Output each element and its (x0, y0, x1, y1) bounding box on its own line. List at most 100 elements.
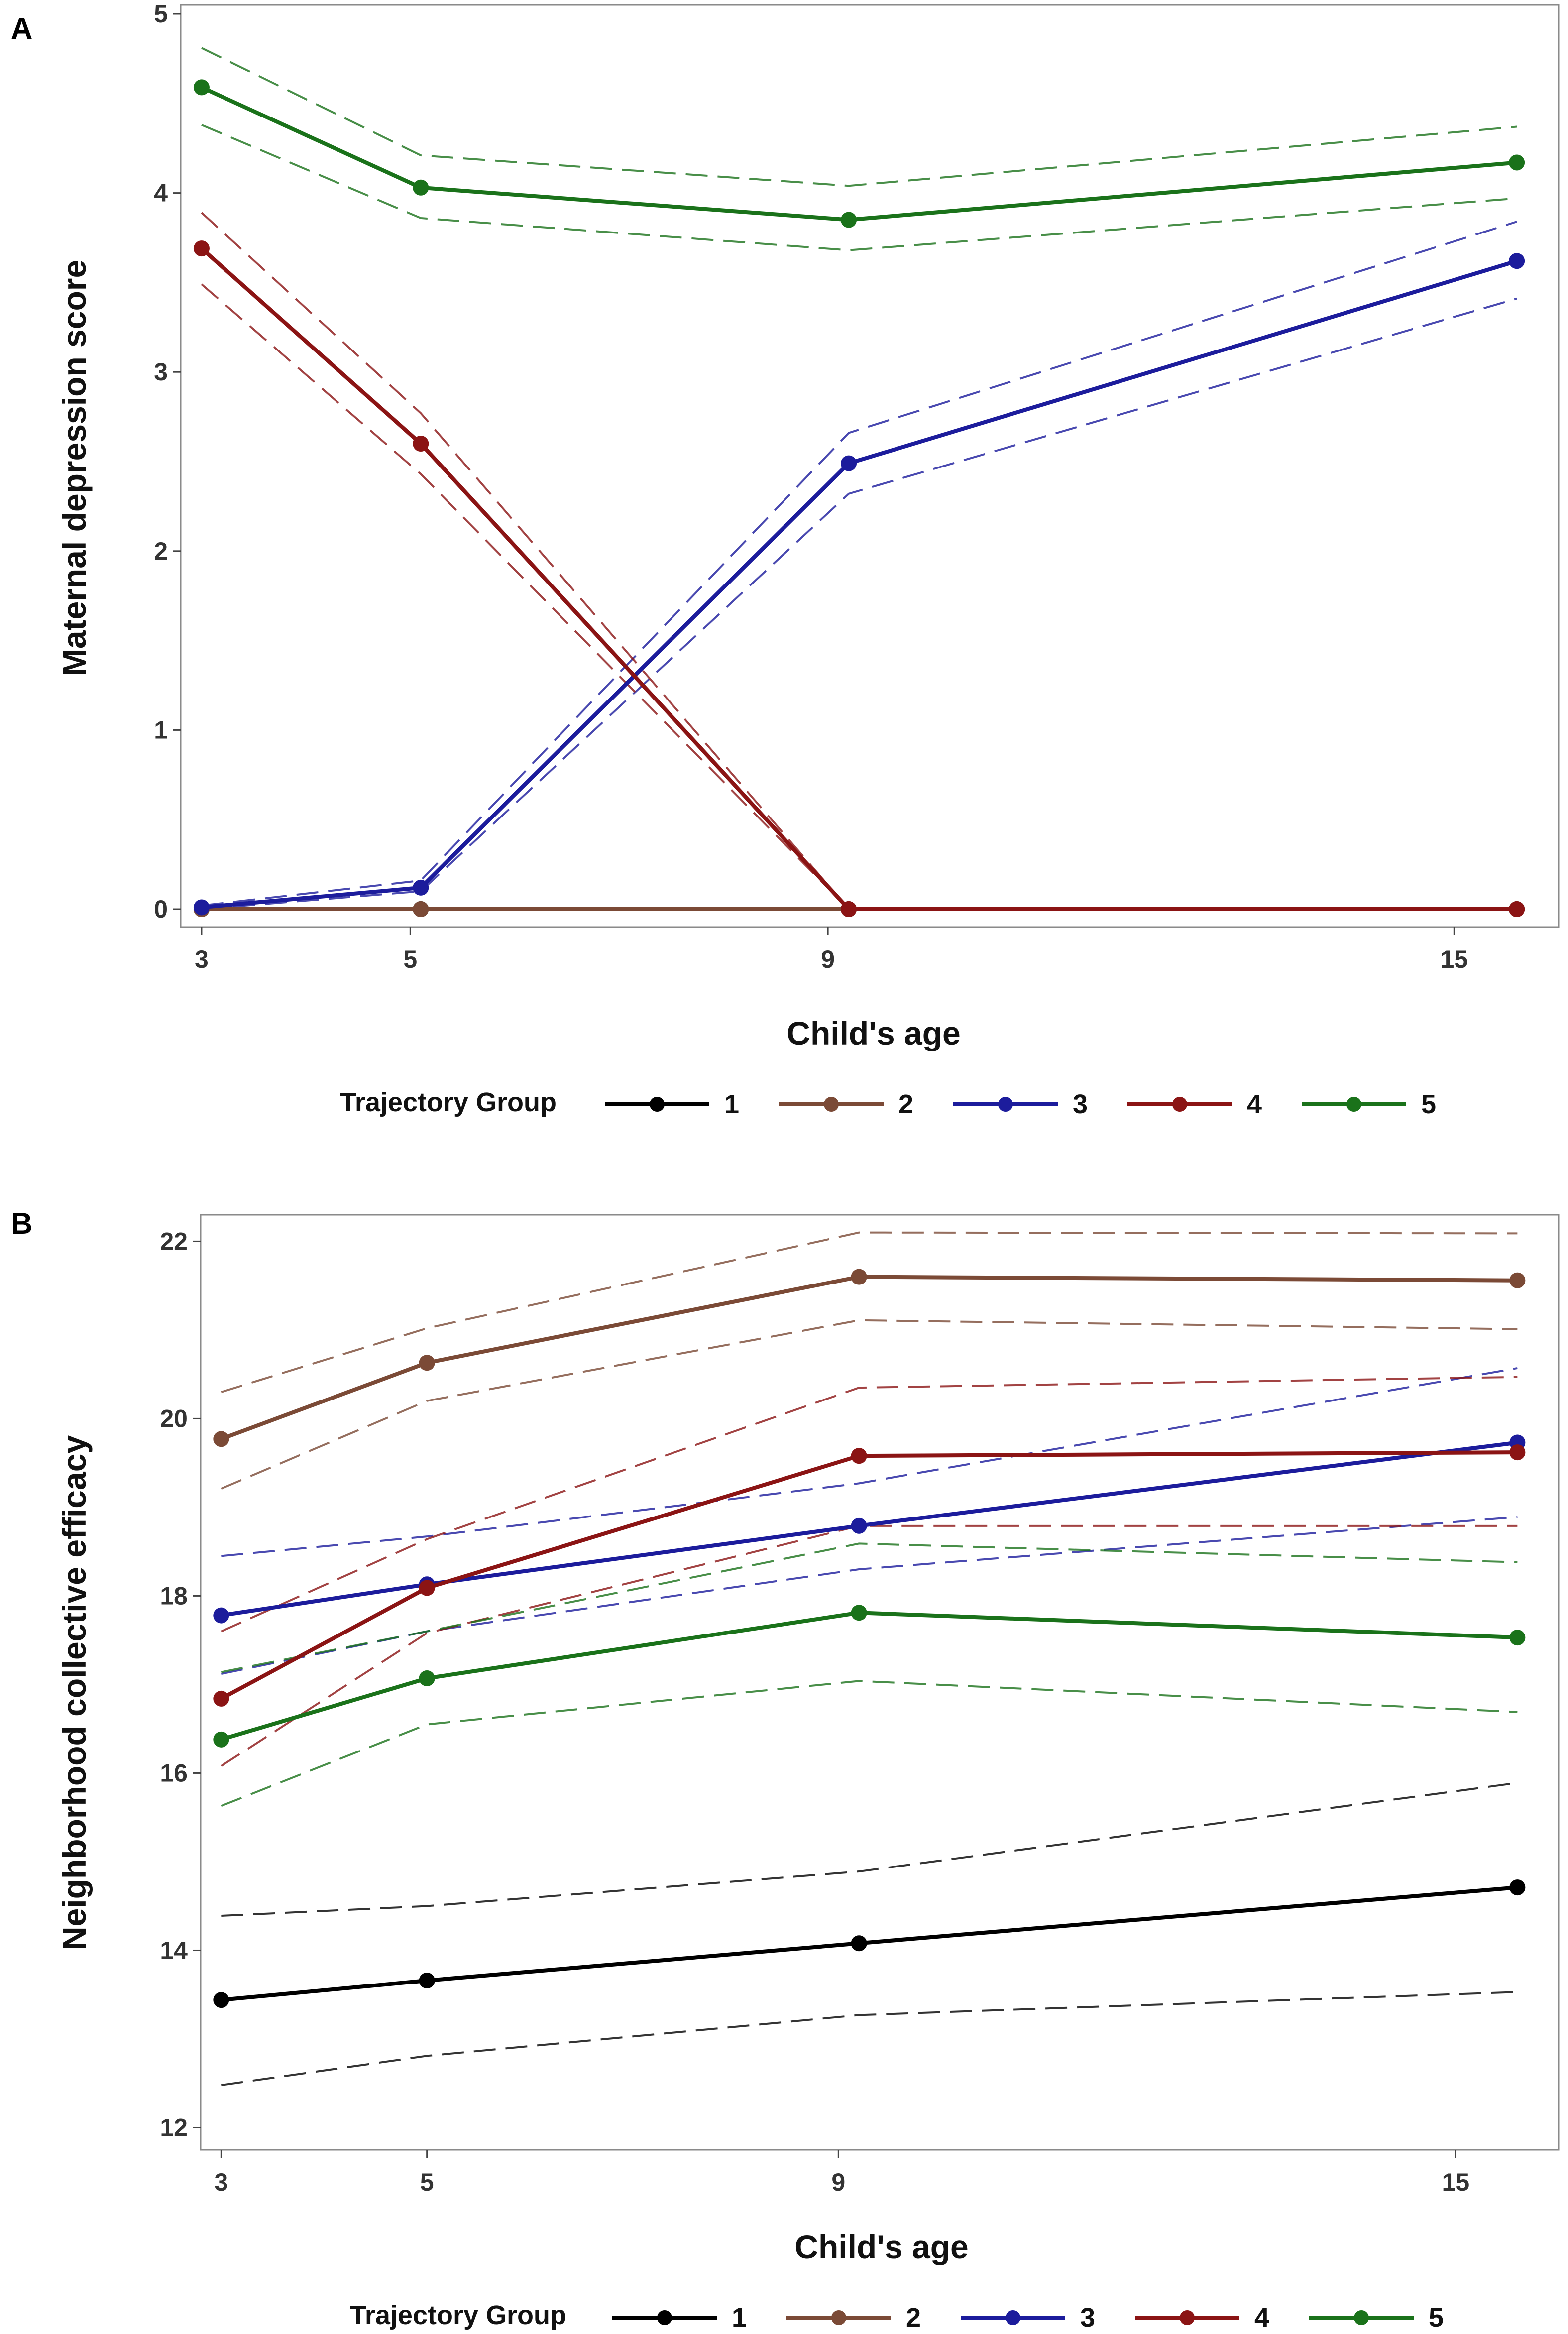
ci-upper-group-4 (221, 1376, 1518, 1633)
y-tick-label: 0 (154, 895, 168, 923)
legend-label: 3 (1080, 2303, 1095, 2333)
ci-lower-group-1 (221, 1991, 1518, 2087)
panel-a-x-axis-title: Child's age (786, 1015, 960, 1051)
data-point-group-3 (213, 1607, 229, 1624)
x-tick-label: 15 (1440, 945, 1468, 973)
panel-a-series (193, 79, 1525, 918)
data-point-group-3 (413, 879, 429, 896)
data-point-group-5 (841, 212, 857, 228)
ci-upper-group-5 (201, 47, 1517, 187)
panel-a-legend-title: Trajectory Group (340, 1087, 557, 1117)
data-point-group-3 (841, 455, 857, 471)
legend-swatch-marker (1354, 2310, 1369, 2325)
data-point-group-4 (1509, 1444, 1526, 1461)
data-point-group-2 (213, 1431, 229, 1447)
legend-label: 4 (1247, 1089, 1262, 1119)
ci-upper-group-5 (221, 1542, 1518, 1673)
data-point-group-1 (851, 1935, 867, 1952)
data-point-group-5 (851, 1605, 867, 1621)
panel-b-plot-frame (200, 1214, 1560, 2151)
legend-swatch-marker (998, 1097, 1013, 1112)
data-point-group-4 (1509, 901, 1525, 918)
x-tick-label: 9 (831, 2168, 845, 2196)
ci-lower-group-5 (221, 1680, 1518, 1807)
series-line-group-4 (220, 1450, 1518, 1701)
legend-swatch-marker (824, 1097, 839, 1112)
legend-label: 2 (906, 2303, 921, 2333)
panel-b-y-axis: 12 14 16 18 20 22 (160, 1227, 201, 2141)
x-tick-label: 3 (214, 2168, 228, 2196)
legend-label: 1 (732, 2303, 747, 2333)
data-point-group-2 (1509, 1272, 1526, 1288)
ci-upper-group-1 (221, 1782, 1518, 1917)
ci-lower-group-2 (221, 1319, 1518, 1490)
legend-entry-4: 4 (1135, 2303, 1269, 2333)
y-tick-label: 5 (154, 0, 168, 28)
panel-b-legend-title: Trajectory Group (350, 2300, 566, 2330)
series-line-group-1 (221, 1885, 1518, 2002)
data-point-group-4 (413, 436, 429, 452)
y-tick-label: 12 (160, 2113, 188, 2141)
legend-swatch-marker (657, 2310, 672, 2325)
data-point-group-2 (419, 1355, 435, 1371)
data-point-group-1 (213, 1992, 229, 2008)
ci-upper-group-4 (201, 212, 1517, 911)
legend-label: 2 (898, 1089, 913, 1119)
y-tick-label: 14 (160, 1936, 188, 1964)
data-point-group-3 (851, 1517, 867, 1534)
panel-a-y-axis-title: Maternal depression score (56, 260, 93, 676)
legend-swatch-marker (1346, 1097, 1361, 1112)
x-tick-label: 5 (420, 2168, 434, 2196)
data-point-group-3 (193, 899, 210, 916)
ci-upper-group-3 (221, 1367, 1518, 1557)
x-tick-label: 9 (821, 945, 835, 973)
y-tick-label: 3 (154, 358, 168, 386)
legend-swatch-marker (1172, 1097, 1187, 1112)
data-point-group-5 (213, 1731, 229, 1748)
ci-upper-group-2 (221, 1231, 1518, 1393)
legend-entry-2: 2 (786, 2303, 921, 2333)
legend-entry-3: 3 (953, 1089, 1088, 1119)
y-tick-label: 1 (154, 716, 168, 744)
legend-entry-3: 3 (961, 2303, 1095, 2333)
data-point-group-4 (213, 1690, 229, 1707)
panel-b-legend-entries: 1 2 3 4 5 (612, 2303, 1444, 2333)
y-tick-label: 4 (154, 179, 168, 207)
y-tick-label: 20 (160, 1404, 188, 1432)
series-line-group-3 (221, 1440, 1518, 1618)
panel-b-label: B (11, 1207, 32, 1240)
panel-b-x-axis-title: Child's age (794, 2228, 968, 2265)
legend-entry-2: 2 (779, 1089, 913, 1119)
data-point-group-2 (851, 1269, 867, 1285)
legend-label: 3 (1073, 1089, 1088, 1119)
panel-b-series (213, 1269, 1526, 2008)
legend-swatch-marker (1180, 2310, 1195, 2325)
data-point-group-3 (1509, 253, 1525, 269)
legend-label: 1 (724, 1089, 739, 1119)
data-point-group-4 (193, 240, 210, 257)
x-tick-label: 3 (195, 945, 209, 973)
series-line-group-5 (201, 85, 1517, 222)
panel-b-confidence-bands (221, 1231, 1518, 2087)
data-point-group-5 (413, 179, 429, 196)
panel-b-legend: Trajectory Group 1 2 3 4 5 (350, 2300, 1444, 2333)
y-tick-label: 2 (154, 537, 168, 565)
panel-a-plot-frame (180, 4, 1560, 928)
data-point-group-5 (419, 1670, 435, 1686)
panel-a-legend: Trajectory Group 1 2 3 4 5 (340, 1087, 1436, 1119)
legend-label: 5 (1421, 1089, 1436, 1119)
legend-swatch-marker (1006, 2310, 1020, 2325)
panel-b-y-axis-title: Neighborhood collective efficacy (56, 1435, 93, 1951)
panel-a-y-axis: 0 1 2 3 4 5 (154, 0, 181, 923)
legend-swatch-marker (831, 2310, 846, 2325)
data-point-group-1 (419, 1973, 435, 1989)
ci-lower-group-5 (201, 124, 1517, 251)
ci-lower-group-3 (201, 297, 1517, 911)
panel-a-x-axis: 3 5 9 15 (195, 927, 1468, 973)
x-tick-label: 15 (1442, 2168, 1470, 2196)
x-tick-label: 5 (403, 945, 417, 973)
legend-label: 5 (1429, 2303, 1444, 2333)
